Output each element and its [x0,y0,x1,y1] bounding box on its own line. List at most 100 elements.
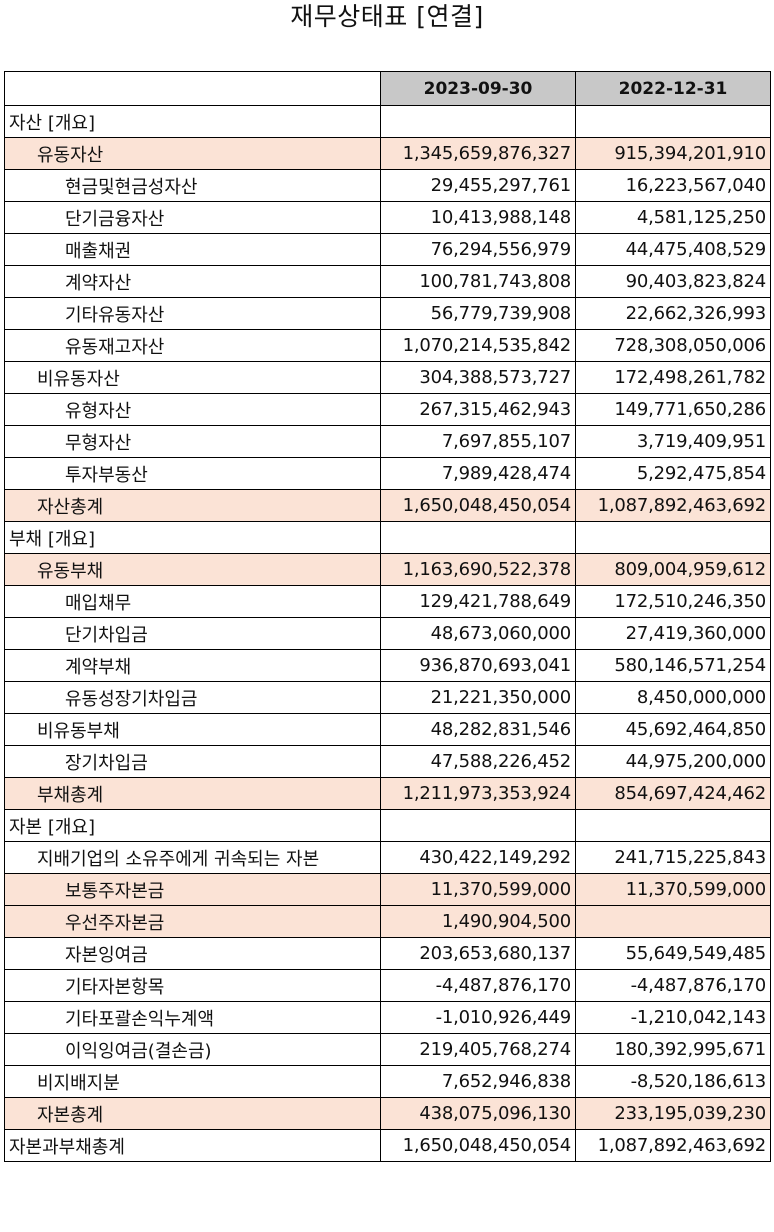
value-prior: 854,697,424,462 [575,777,771,810]
row-label: 이익잉여금(결손금) [4,1033,381,1066]
value-prior: 4,581,125,250 [575,201,771,234]
value-current: 7,652,946,838 [380,1065,576,1098]
value-prior: -4,487,876,170 [575,969,771,1002]
value-prior: 22,662,326,993 [575,297,771,330]
value-current: 203,653,680,137 [380,937,576,970]
header-blank-cell [4,71,381,106]
value-current: 936,870,693,041 [380,649,576,682]
table-row: 자본잉여금 203,653,680,137 55,649,549,485 [4,937,771,970]
table-row: 자산총계 1,650,048,450,054 1,087,892,463,692 [4,489,771,522]
table-row: 지배기업의 소유주에게 귀속되는 자본 430,422,149,292 241,71… [4,841,771,874]
row-label: 무형자산 [4,425,381,458]
row-label: 보통주자본금 [4,873,381,906]
value-current: 29,455,297,761 [380,169,576,202]
row-label: 현금및현금성자산 [4,169,381,202]
row-label: 유동부채 [4,553,381,586]
value-prior [575,521,771,554]
value-current: 438,075,096,130 [380,1097,576,1130]
table-row: 자본총계 438,075,096,130 233,195,039,230 [4,1097,771,1130]
value-prior [575,809,771,842]
table-row: 비지배지분 7,652,946,838 -8,520,186,613 [4,1065,771,1098]
row-label: 자본잉여금 [4,937,381,970]
value-current [380,105,576,138]
column-header-current: 2023-09-30 [380,71,576,106]
value-prior [575,105,771,138]
row-label: 자산 [개요] [4,105,381,138]
value-prior: 241,715,225,843 [575,841,771,874]
value-current: 1,650,048,450,054 [380,489,576,522]
row-label: 기타포괄손익누계액 [4,1001,381,1034]
table-row: 부채 [개요] [4,521,771,554]
value-current: 1,211,973,353,924 [380,777,576,810]
value-current: 10,413,988,148 [380,201,576,234]
row-label: 자본총계 [4,1097,381,1130]
page-title: 재무상태표 [연결] [290,2,484,31]
value-prior: 90,403,823,824 [575,265,771,298]
table-row: 기타자본항목 -4,487,876,170 -4,487,876,170 [4,969,771,1002]
value-prior: 149,771,650,286 [575,393,771,426]
row-label: 비지배지분 [4,1065,381,1098]
row-label: 우선주자본금 [4,905,381,938]
value-current: 1,163,690,522,378 [380,553,576,586]
value-prior: 45,692,464,850 [575,713,771,746]
row-label: 자산총계 [4,489,381,522]
row-label: 계약부채 [4,649,381,682]
value-prior: 1,087,892,463,692 [575,489,771,522]
value-prior: -1,210,042,143 [575,1001,771,1034]
value-prior: 5,292,475,854 [575,457,771,490]
row-label: 유동성장기차입금 [4,681,381,714]
table-row: 이익잉여금(결손금) 219,405,768,274 180,392,995,671 [4,1033,771,1066]
value-current: 267,315,462,943 [380,393,576,426]
value-current: 76,294,556,979 [380,233,576,266]
table-row: 유동부채 1,163,690,522,378 809,004,959,612 [4,553,771,586]
table-row: 자본 [개요] [4,809,771,842]
row-label: 비유동부채 [4,713,381,746]
row-label: 매입채무 [4,585,381,618]
row-label: 장기차입금 [4,745,381,778]
value-prior: 580,146,571,254 [575,649,771,682]
row-label: 유동재고자산 [4,329,381,362]
value-current: 304,388,573,727 [380,361,576,394]
table-row: 보통주자본금 11,370,599,000 11,370,599,000 [4,873,771,906]
value-current: 219,405,768,274 [380,1033,576,1066]
value-current: 1,070,214,535,842 [380,329,576,362]
value-current: 48,673,060,000 [380,617,576,650]
value-current: 47,588,226,452 [380,745,576,778]
row-label: 단기금융자산 [4,201,381,234]
value-prior: 915,394,201,910 [575,137,771,170]
table-header-row: 2023-09-30 2022-12-31 [4,71,771,106]
value-current [380,521,576,554]
value-current: 1,650,048,450,054 [380,1129,576,1162]
row-label: 부채 [개요] [4,521,381,554]
value-prior: 27,419,360,000 [575,617,771,650]
table-row: 현금및현금성자산 29,455,297,761 16,223,567,040 [4,169,771,202]
value-current: -4,487,876,170 [380,969,576,1002]
value-current: 7,697,855,107 [380,425,576,458]
table-row: 유동성장기차입금 21,221,350,000 8,450,000,000 [4,681,771,714]
value-current: 48,282,831,546 [380,713,576,746]
value-prior: 233,195,039,230 [575,1097,771,1130]
value-prior: 172,498,261,782 [575,361,771,394]
value-prior: 172,510,246,350 [575,585,771,618]
value-current: 56,779,739,908 [380,297,576,330]
table-row: 유동재고자산 1,070,214,535,842 728,308,050,006 [4,329,771,362]
value-current [380,809,576,842]
table-row: 기타포괄손익누계액 -1,010,926,449 -1,210,042,143 [4,1001,771,1034]
value-current: 7,989,428,474 [380,457,576,490]
column-header-prior: 2022-12-31 [575,71,771,106]
table-row: 단기차입금 48,673,060,000 27,419,360,000 [4,617,771,650]
row-label: 자본 [개요] [4,809,381,842]
balance-sheet-table: 2023-09-30 2022-12-31 자산 [개요] 유동자산 1,345,6… [4,71,771,1162]
value-current: 1,345,659,876,327 [380,137,576,170]
row-label: 계약자산 [4,265,381,298]
table-row: 우선주자본금 1,490,904,500 [4,905,771,938]
row-label: 지배기업의 소유주에게 귀속되는 자본 [4,841,381,874]
table-row: 계약부채 936,870,693,041 580,146,571,254 [4,649,771,682]
row-label: 비유동자산 [4,361,381,394]
value-prior [575,905,771,938]
value-current: 129,421,788,649 [380,585,576,618]
row-label: 단기차입금 [4,617,381,650]
row-label: 유형자산 [4,393,381,426]
table-row: 자본과부채총계 1,650,048,450,054 1,087,892,463,69… [4,1129,771,1162]
value-prior: 16,223,567,040 [575,169,771,202]
